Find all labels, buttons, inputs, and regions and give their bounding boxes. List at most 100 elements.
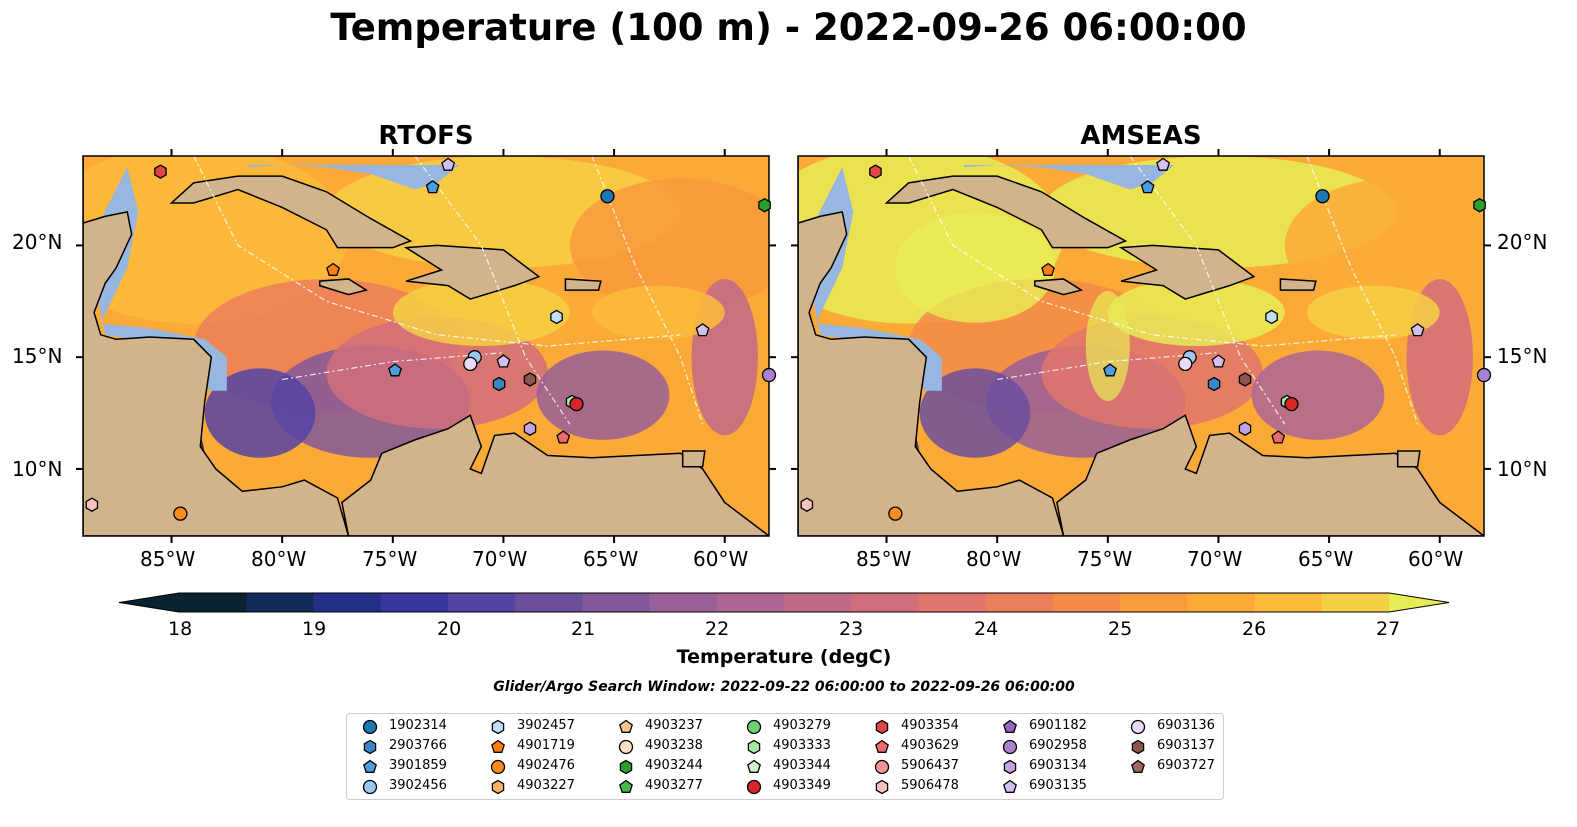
float-marker-6903135 <box>441 157 456 171</box>
figure-title: Temperature (100 m) - 2022-09-26 06:00:0… <box>330 6 1247 49</box>
lat-tick-label: 15°N <box>1497 344 1548 368</box>
float-marker-6903135 <box>1156 157 1171 171</box>
pentagon-marker-icon <box>619 719 633 733</box>
land-northAmerica <box>83 156 350 536</box>
float-marker-4902476 <box>173 506 188 521</box>
pentagon-marker-icon <box>491 739 505 753</box>
hexagon-marker-icon <box>491 779 505 795</box>
lon-tick-label: 65°W <box>583 547 639 571</box>
land-jamaica <box>1034 278 1084 296</box>
pentagon-marker-icon <box>619 779 633 793</box>
map-frame <box>82 155 770 537</box>
legend-label: 4903277 <box>645 778 703 793</box>
lat-tick-label: 20°N <box>12 230 63 254</box>
circle-marker-icon <box>362 779 378 795</box>
colorbar <box>118 592 1450 613</box>
float-marker-4901719 <box>1041 262 1055 276</box>
lon-tick-label: 75°W <box>362 547 418 571</box>
pentagon-marker-icon <box>1003 719 1017 733</box>
lat-tick-label: 20°N <box>1497 230 1548 254</box>
lon-tick-label: 80°W <box>966 547 1022 571</box>
colorbar-tick-label: 26 <box>1242 618 1267 640</box>
float-marker-4903244 <box>1473 197 1486 213</box>
lon-tick-label: 85°W <box>140 547 196 571</box>
legend-label: 6901182 <box>1029 718 1087 733</box>
legend-label: 4903227 <box>517 778 575 793</box>
lon-tick-label: 60°W <box>693 547 749 571</box>
float-marker-6903136 <box>1178 356 1193 372</box>
lat-tick-label: 10°N <box>1497 457 1548 481</box>
float-marker-6903135 <box>496 354 511 368</box>
hexagon-marker-icon <box>875 779 889 795</box>
float-marker-4903244 <box>758 197 771 213</box>
float-marker-6903135 <box>1211 354 1226 368</box>
hexagon-marker-icon <box>875 719 889 735</box>
panel-title-rtofs: RTOFS <box>378 121 474 151</box>
legend-label: 3902457 <box>517 718 575 733</box>
legend-label: 4903237 <box>645 718 703 733</box>
float-marker-6903136 <box>463 356 478 372</box>
lon-tick-label: 65°W <box>1298 547 1354 571</box>
float-marker-6903137 <box>1238 372 1252 387</box>
float-legend: 1902314 2903766 3901859 3902456 3902457 49017… <box>346 713 1224 800</box>
map-frame <box>797 155 1485 537</box>
float-marker-4903629 <box>1271 430 1286 444</box>
float-marker-6902958 <box>1476 367 1492 383</box>
colorbar-tick-label: 20 <box>437 618 462 640</box>
float-marker-1902314 <box>600 189 615 204</box>
land-cuba <box>884 175 1128 249</box>
panel-title-amseas: AMSEAS <box>1080 121 1202 151</box>
legend-label: 4901719 <box>517 738 575 753</box>
float-marker-4901719 <box>326 262 340 276</box>
legend-label: 6903137 <box>1157 738 1215 753</box>
circle-marker-icon <box>618 739 634 755</box>
hexagon-marker-icon <box>1131 739 1145 755</box>
float-marker-6903135 <box>695 323 710 337</box>
legend-label: 4902476 <box>517 758 575 773</box>
lon-tick-label: 70°W <box>472 547 528 571</box>
land-cuba <box>169 175 413 249</box>
circle-marker-icon <box>1130 719 1146 735</box>
land-puertoRico <box>564 278 602 291</box>
float-marker-1902314 <box>1315 189 1330 204</box>
colorbar-tick-label: 18 <box>168 618 193 640</box>
land-hispaniola <box>403 244 541 300</box>
float-marker-5906478 <box>85 497 99 512</box>
legend-label: 4903244 <box>645 758 703 773</box>
land-jamaica <box>319 278 369 296</box>
land-puertoRico <box>1279 278 1317 291</box>
float-marker-3901859 <box>1103 363 1117 377</box>
pentagon-marker-icon <box>1003 779 1017 793</box>
map-panel-rtofs <box>76 149 777 543</box>
legend-label: 4903349 <box>773 778 831 793</box>
float-marker-3901859 <box>1140 179 1155 194</box>
float-marker-3902457 <box>550 309 563 325</box>
map-panel-amseas <box>791 149 1492 543</box>
float-marker-4903349 <box>569 396 584 412</box>
float-marker-4903349 <box>1284 396 1299 412</box>
land-trinidad <box>1396 450 1421 468</box>
land-trinidad <box>681 450 706 468</box>
legend-label: 4903279 <box>773 718 831 733</box>
float-marker-4903354 <box>154 164 167 179</box>
float-marker-6903134 <box>523 421 537 436</box>
legend-label: 5906437 <box>901 758 959 773</box>
circle-marker-icon <box>362 719 378 735</box>
circle-marker-icon <box>490 759 506 775</box>
float-marker-6903134 <box>1238 421 1252 436</box>
float-marker-4902476 <box>888 506 903 521</box>
float-marker-6903135 <box>1410 323 1425 337</box>
circle-marker-icon <box>874 759 890 775</box>
lon-tick-label: 70°W <box>1187 547 1243 571</box>
colorbar-tick-label: 21 <box>571 618 596 640</box>
hexagon-marker-icon <box>1003 759 1017 775</box>
float-marker-4903629 <box>556 430 571 444</box>
float-marker-6902958 <box>761 367 777 383</box>
legend-label: 3902456 <box>389 778 447 793</box>
hexagon-marker-icon <box>747 739 761 755</box>
legend-label: 4903333 <box>773 738 831 753</box>
colorbar-tick-label: 22 <box>705 618 730 640</box>
legend-label: 2903766 <box>389 738 447 753</box>
pentagon-marker-icon <box>1131 759 1145 773</box>
